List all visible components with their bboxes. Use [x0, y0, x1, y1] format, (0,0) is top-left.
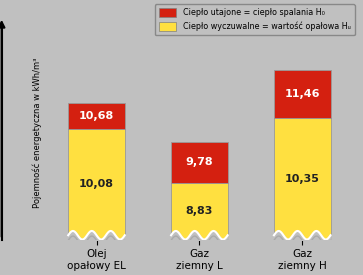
Bar: [274, 117, 331, 240]
FancyBboxPatch shape: [273, 254, 331, 266]
Bar: [68, 103, 125, 129]
FancyBboxPatch shape: [67, 254, 126, 266]
Bar: [171, 183, 228, 240]
Text: 11,46: 11,46: [285, 89, 320, 99]
FancyBboxPatch shape: [170, 254, 229, 266]
Bar: [171, 142, 228, 183]
Bar: [68, 129, 125, 240]
Text: 8,83: 8,83: [186, 206, 213, 216]
Bar: [274, 70, 331, 117]
Legend: Ciepło utajone = ciepło spalania H₀, Ciepło wyczuwalne = wartość opałowa Hᵤ: Ciepło utajone = ciepło spalania H₀, Cie…: [155, 4, 355, 35]
Text: 10,35: 10,35: [285, 174, 320, 183]
Text: 10,08: 10,08: [79, 179, 114, 189]
Text: 10,68: 10,68: [79, 111, 114, 121]
Text: 9,78: 9,78: [185, 157, 213, 167]
Y-axis label: Pojemność energetyczna w kWh/m³: Pojemność energetyczna w kWh/m³: [32, 57, 42, 208]
